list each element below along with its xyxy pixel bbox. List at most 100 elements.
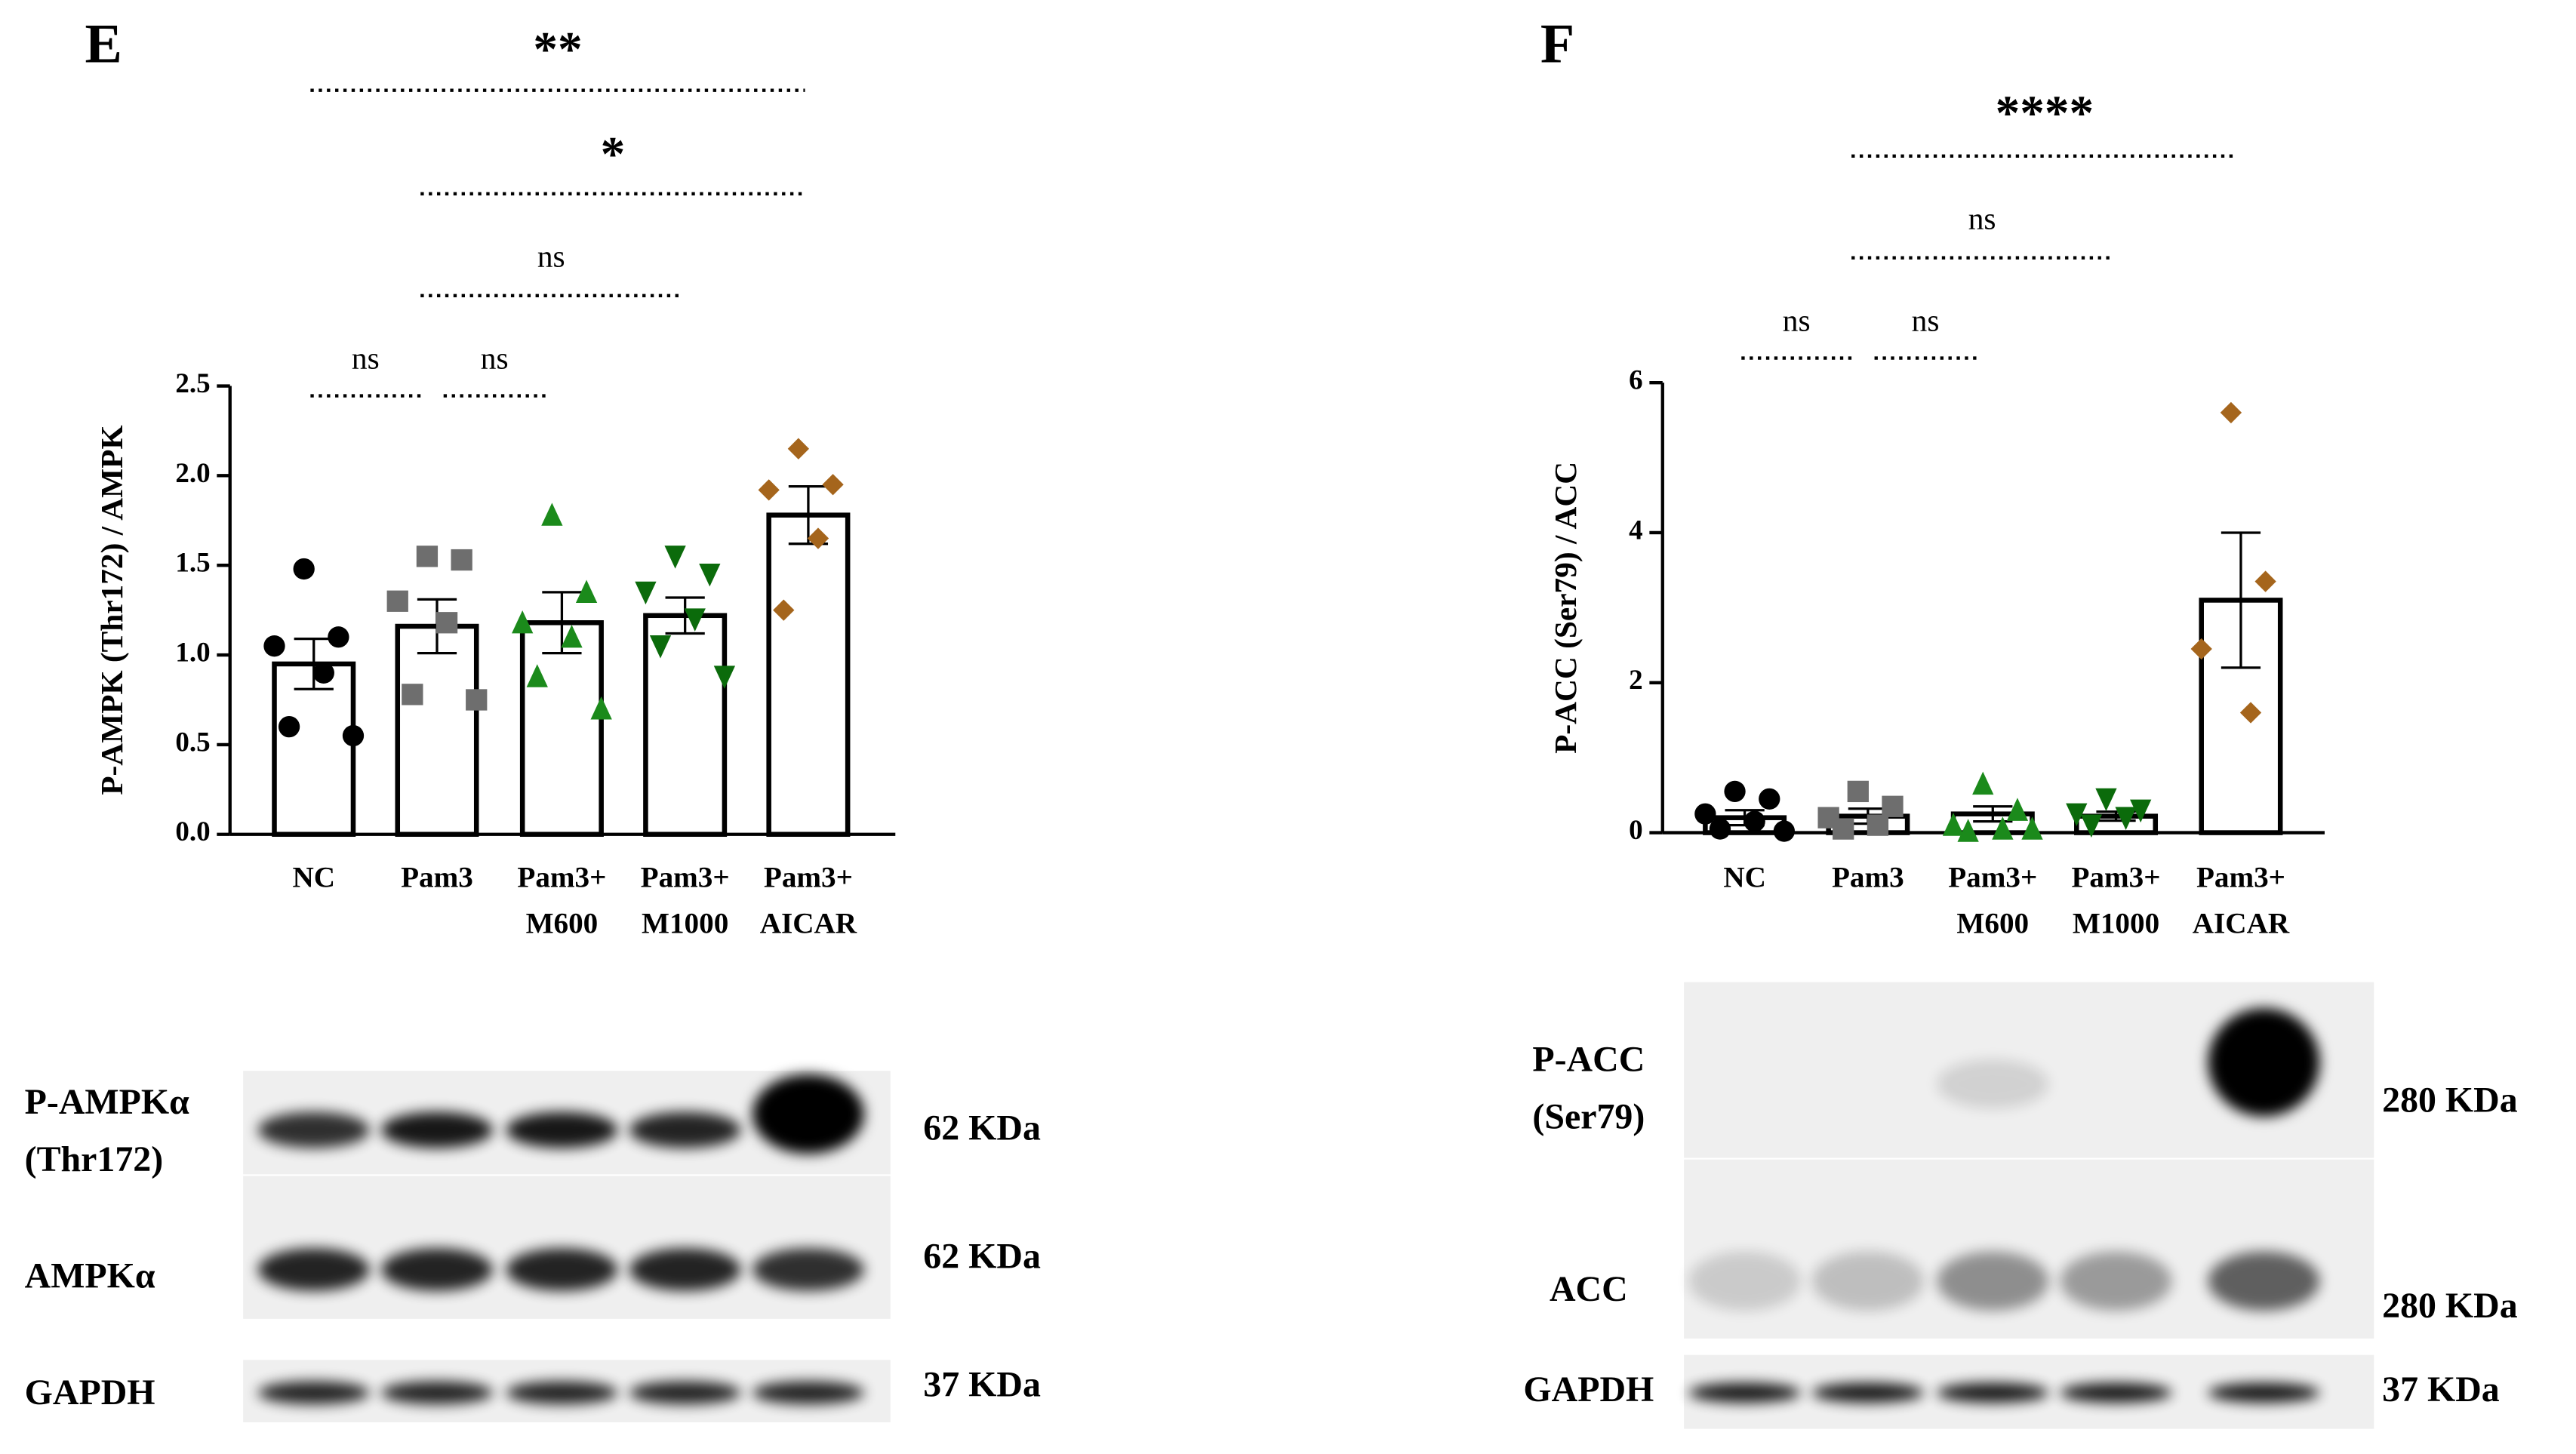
data-point	[2066, 803, 2088, 827]
data-point	[2220, 401, 2242, 424]
data-point	[2021, 816, 2043, 840]
bar	[519, 620, 604, 838]
data-point	[635, 581, 657, 605]
blot-band	[629, 1111, 741, 1148]
panel-label: F	[1540, 13, 1574, 75]
data-point	[684, 608, 706, 632]
data-point	[2095, 788, 2117, 812]
x-tick-label: Pam3	[1832, 862, 1904, 894]
blot-band	[506, 1381, 618, 1405]
y-tick-label: 4	[1629, 515, 1643, 546]
y-axis-label: P-ACC (Ser79) / ACC	[1548, 462, 1583, 754]
panel-label: E	[85, 13, 122, 75]
data-point	[807, 527, 829, 549]
data-point	[773, 599, 795, 621]
significance-label: ns	[537, 238, 565, 273]
blot-band	[752, 1248, 864, 1291]
y-tick-label: 2	[1629, 665, 1643, 696]
data-point	[1833, 818, 1854, 840]
data-point	[402, 684, 423, 705]
significance-label: ns	[352, 340, 380, 375]
blot-band	[257, 1248, 370, 1291]
data-point	[1942, 813, 1965, 836]
blot-band	[1688, 1251, 1801, 1311]
error-bar	[542, 591, 582, 655]
data-point	[263, 635, 285, 657]
blot-size: 37 KDa	[923, 1364, 1041, 1404]
data-point	[278, 715, 300, 738]
data-point	[435, 612, 458, 634]
x-tick-label: M1000	[2073, 908, 2159, 940]
data-point	[1743, 810, 1765, 832]
blot-band	[2060, 1382, 2172, 1403]
blot-band	[752, 1074, 864, 1154]
error-bar	[665, 596, 705, 635]
blot-label: P-AMPKα	[25, 1082, 189, 1122]
blot-band	[257, 1381, 370, 1405]
blot-band	[506, 1111, 618, 1148]
significance-label: ns	[481, 340, 509, 375]
blot-label: ACC	[1550, 1269, 1628, 1309]
bar	[766, 512, 851, 838]
data-point	[1847, 780, 1869, 803]
data-point	[512, 610, 534, 634]
data-point	[1759, 788, 1780, 810]
data-point	[342, 724, 365, 747]
data-point	[312, 662, 334, 684]
x-tick-label: NC	[292, 862, 335, 894]
blot-band	[380, 1248, 493, 1291]
data-point	[1724, 780, 1746, 803]
data-point	[1709, 818, 1731, 840]
x-tick-label: Pam3+	[764, 862, 853, 894]
significance-label: ns	[1968, 201, 1996, 235]
data-point	[1773, 820, 1795, 842]
blot-band	[1811, 1382, 1924, 1403]
x-tick-label: M600	[1956, 908, 2029, 940]
x-tick-label: Pam3+	[2196, 862, 2285, 894]
data-point	[2190, 638, 2212, 660]
y-tick-label: 0.0	[175, 816, 210, 847]
data-point	[590, 696, 612, 720]
x-tick-label: Pam3	[401, 862, 473, 894]
error-bar	[1973, 805, 2013, 823]
blot-size: 280 KDa	[2382, 1081, 2518, 1120]
data-point	[1957, 819, 1979, 842]
y-tick-label: 1.5	[175, 548, 210, 579]
y-tick-label: 0.5	[175, 727, 210, 758]
blot-background	[1684, 1159, 2374, 1339]
blot-size: 62 KDa	[923, 1108, 1041, 1148]
blot-label: GAPDH	[1523, 1369, 1654, 1409]
data-point	[2254, 570, 2276, 592]
x-tick-label: Pam3+	[2072, 862, 2161, 894]
blot-size: 37 KDa	[2382, 1369, 2500, 1409]
data-point	[293, 558, 315, 580]
data-point	[758, 479, 780, 501]
blot-band	[2208, 1008, 2320, 1117]
x-tick-label: AICAR	[2193, 908, 2290, 940]
blot-band	[1811, 1251, 1924, 1311]
y-tick-label: 2.5	[175, 368, 210, 399]
data-point	[649, 635, 672, 659]
blot-band	[257, 1111, 370, 1148]
blot-band	[380, 1381, 493, 1405]
data-point	[416, 546, 439, 567]
blot-band	[629, 1248, 741, 1291]
data-point	[2006, 798, 2029, 821]
blot-band	[752, 1381, 864, 1405]
data-point	[466, 689, 488, 711]
blot-band	[506, 1248, 618, 1291]
x-tick-label: AICAR	[760, 908, 857, 940]
blot-background	[243, 1176, 891, 1319]
error-bar	[2221, 531, 2261, 669]
blot-label: GAPDH	[25, 1373, 155, 1413]
data-point	[2115, 807, 2137, 831]
blot-label: P-ACC	[1532, 1039, 1645, 1079]
data-point	[561, 624, 583, 648]
blot-band	[1688, 1382, 1801, 1403]
blot-band	[1937, 1382, 2049, 1403]
bar	[272, 661, 356, 838]
y-tick-label: 6	[1629, 365, 1643, 396]
x-tick-label: Pam3+	[517, 862, 606, 894]
data-point	[664, 546, 686, 569]
